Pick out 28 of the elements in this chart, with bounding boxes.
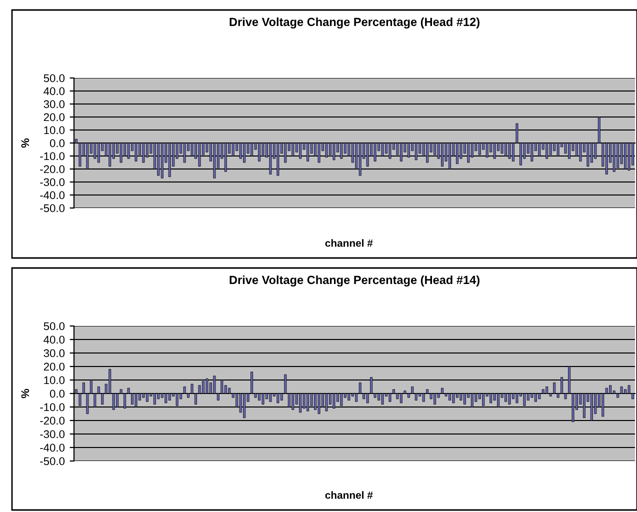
y-tick-label: -10.0 [40, 152, 65, 160]
y-tick-label: -40.0 [40, 444, 65, 452]
y-tick-label: -30.0 [40, 430, 65, 438]
y-tick-label: 30.0 [44, 349, 65, 358]
y-tick-label: -50.0 [40, 457, 65, 466]
x-axis-title: channel # [325, 239, 373, 247]
y-tick-label: -30.0 [40, 178, 65, 186]
y-axis-title: % [21, 138, 30, 148]
y-tick-label: -10.0 [40, 403, 65, 412]
chart-title: Drive Voltage Change Percentage (Head #12) [230, 17, 480, 28]
y-tick-label: 0.0 [50, 390, 65, 398]
y-tick-label: 40.0 [44, 87, 65, 96]
y-tick-label: 0.0 [50, 139, 65, 148]
y-tick-label: -20.0 [40, 416, 65, 425]
y-tick-label: 20.0 [44, 113, 65, 122]
chart-title: Drive Voltage Change Percentage (Head #14) [230, 275, 480, 286]
y-tick-label: 50.0 [44, 74, 65, 82]
y-tick-label: 10.0 [44, 126, 65, 134]
x-axis-title: channel # [325, 491, 373, 499]
y-tick-label: -50.0 [40, 204, 65, 212]
y-tick-label: -20.0 [40, 165, 65, 174]
y-tick-label: 20.0 [44, 362, 65, 371]
y-tick-label: 50.0 [44, 322, 65, 330]
y-tick-label: 10.0 [44, 376, 65, 384]
y-tick-label: -40.0 [40, 191, 65, 200]
y-tick-label: 30.0 [44, 100, 65, 108]
y-axis-title: % [21, 388, 30, 398]
y-tick-label: 40.0 [44, 336, 65, 344]
